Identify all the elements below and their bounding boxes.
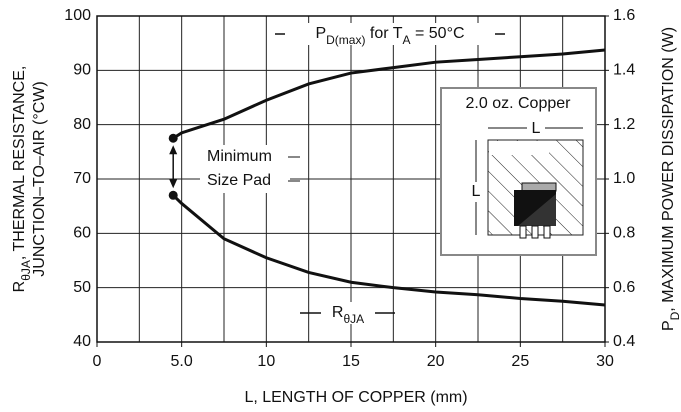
series-label: PD(max) for TA = 50°C <box>315 25 464 47</box>
arrowhead <box>169 179 178 189</box>
package-lead <box>531 225 539 239</box>
y2-tick-label: 1.6 <box>613 7 635 24</box>
copper-gap <box>489 141 549 155</box>
annotation: Minimum <box>207 148 272 165</box>
y-tick-label: 40 <box>73 333 91 350</box>
x-tick-label: 5.0 <box>171 353 193 370</box>
text-part: A <box>403 33 411 47</box>
y-tick-label: 60 <box>73 225 91 242</box>
package-lead <box>519 225 527 239</box>
text-part: for T <box>365 25 402 42</box>
y-tick-label: 90 <box>73 62 91 79</box>
package-tab <box>521 182 557 192</box>
annotation: Size Pad <box>207 172 271 189</box>
x-tick-label: 30 <box>596 353 614 370</box>
text-part: , MAXIMUM POWER DISSIPATION (W) <box>660 27 677 312</box>
x-tick-label: 10 <box>257 353 275 370</box>
label-bg <box>200 145 290 193</box>
label-bg <box>527 120 545 136</box>
y-axis-label: JUNCTION–TO–AIR (°CW) <box>31 81 48 276</box>
y2-tick-label: 0.4 <box>613 333 635 350</box>
label-bg <box>321 302 375 324</box>
x-tick-label: 20 <box>427 353 445 370</box>
y-tick-label: 50 <box>73 279 91 296</box>
y-tick-label: 70 <box>73 170 91 187</box>
y2-tick-label: 0.8 <box>613 225 635 242</box>
inset: 2.0 oz. Copper L L <box>440 87 597 256</box>
text-part: , THERMAL RESISTANCE, <box>11 66 28 260</box>
dim-label: L <box>532 120 541 137</box>
endpoint-marker <box>168 190 178 200</box>
series-line <box>172 48 606 140</box>
text-part: P <box>660 320 677 331</box>
text-part: D <box>668 311 681 320</box>
y2-tick-label: 1.4 <box>613 62 635 79</box>
dim-label: L <box>472 183 481 200</box>
x-tick-label: 0 <box>93 353 102 370</box>
text-part: R <box>11 281 28 293</box>
x-axis-label: L, LENGTH OF COPPER (mm) <box>244 389 467 406</box>
text-part: R <box>332 304 344 321</box>
y2-axis-label: PD, MAXIMUM POWER DISSIPATION (W) <box>660 27 681 331</box>
text-part: P <box>315 25 326 42</box>
x-tick-label: 25 <box>511 353 529 370</box>
label-bg <box>468 182 484 202</box>
y-axis-label: RθJA, THERMAL RESISTANCE, <box>11 66 33 293</box>
inset-title: 2.0 oz. Copper <box>466 95 572 112</box>
text-part: = 50°C <box>411 25 465 42</box>
endpoint-marker <box>168 133 178 143</box>
arrowhead <box>169 145 178 155</box>
y-tick-label: 100 <box>64 7 91 24</box>
series-label: RθJA <box>332 304 364 326</box>
package-lead <box>543 225 551 239</box>
x-tick-label: 15 <box>342 353 360 370</box>
y2-tick-label: 1.2 <box>613 116 635 133</box>
text-part: θJA <box>343 312 364 326</box>
y2-tick-label: 0.6 <box>613 279 635 296</box>
text-part: D(max) <box>326 33 365 47</box>
label-bg <box>285 23 495 45</box>
text-part: θJA <box>19 260 33 281</box>
y-tick-label: 80 <box>73 116 91 133</box>
series-line <box>172 194 606 307</box>
y2-tick-label: 1.0 <box>613 170 635 187</box>
package-shine <box>518 194 556 226</box>
